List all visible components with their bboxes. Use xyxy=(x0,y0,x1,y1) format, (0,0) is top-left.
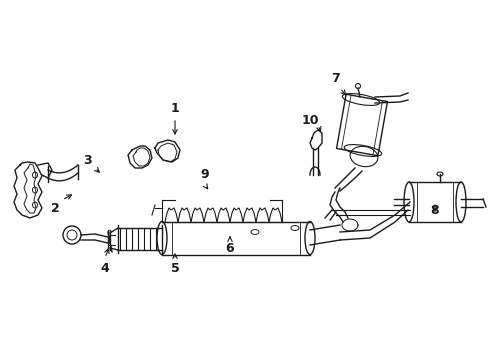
Text: 7: 7 xyxy=(330,72,339,85)
Text: 1: 1 xyxy=(170,102,179,114)
Text: 3: 3 xyxy=(83,153,92,166)
Text: 9: 9 xyxy=(200,168,209,181)
Text: 4: 4 xyxy=(101,261,109,274)
Text: 8: 8 xyxy=(430,203,438,216)
Text: 10: 10 xyxy=(301,113,318,126)
Text: 5: 5 xyxy=(170,261,179,274)
Text: 6: 6 xyxy=(225,242,234,255)
Text: 2: 2 xyxy=(51,202,59,215)
